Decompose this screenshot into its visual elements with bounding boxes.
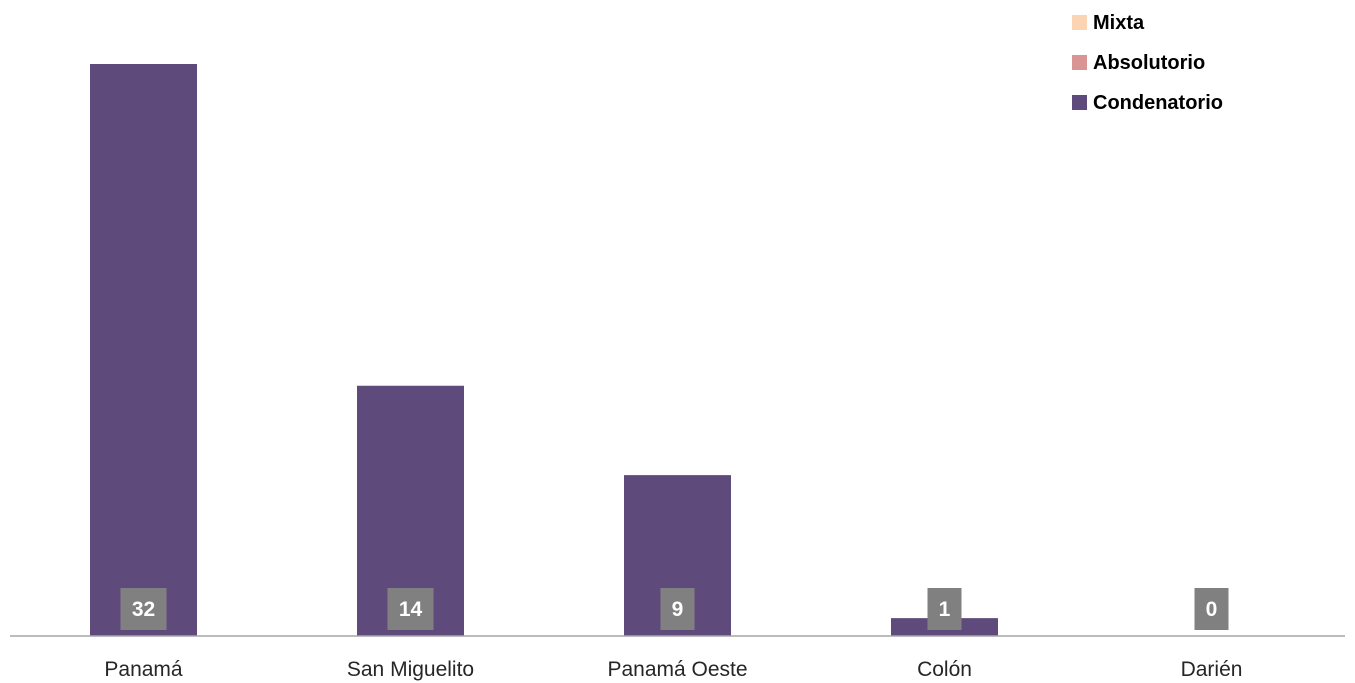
data-label-box-darien bbox=[1194, 588, 1229, 630]
legend-swatch-mixta bbox=[1072, 15, 1087, 30]
bar-condenatorio-panama bbox=[90, 64, 197, 636]
data-label-panama: 32 bbox=[132, 598, 155, 621]
category-label-colon: Colón bbox=[917, 658, 972, 681]
data-label-darien: 0 bbox=[1206, 598, 1218, 621]
legend-label-condenatorio: Condenatorio bbox=[1093, 92, 1223, 114]
category-label-san-miguelito: San Miguelito bbox=[347, 658, 474, 681]
data-label-colon: 1 bbox=[939, 598, 951, 621]
data-label-box-panama bbox=[120, 588, 167, 630]
data-label-box-colon bbox=[927, 588, 962, 630]
legend-label-absolutorio: Absolutorio bbox=[1093, 52, 1205, 74]
category-labels-layer: Panamá San Miguelito Panamá Oeste Colón Dari… bbox=[104, 658, 1242, 681]
category-label-panama-oeste: Panamá Oeste bbox=[607, 658, 747, 681]
legend-swatch-absolutorio bbox=[1072, 55, 1087, 70]
legend-label-mixta: Mixta bbox=[1093, 12, 1145, 34]
data-label-box-panama-oeste bbox=[660, 588, 695, 630]
data-label-box-san-miguelito bbox=[387, 588, 434, 630]
data-label-san-miguelito: 14 bbox=[399, 598, 423, 621]
data-label-panama-oeste: 9 bbox=[672, 598, 684, 621]
data-labels-layer: 32 14 9 1 0 bbox=[120, 588, 1229, 630]
category-label-darien: Darién bbox=[1181, 658, 1243, 681]
legend-swatch-condenatorio bbox=[1072, 95, 1087, 110]
bars-layer bbox=[90, 64, 998, 636]
legend: Mixta Absolutorio Condenatorio bbox=[1072, 12, 1223, 114]
category-label-panama: Panamá bbox=[104, 658, 183, 681]
